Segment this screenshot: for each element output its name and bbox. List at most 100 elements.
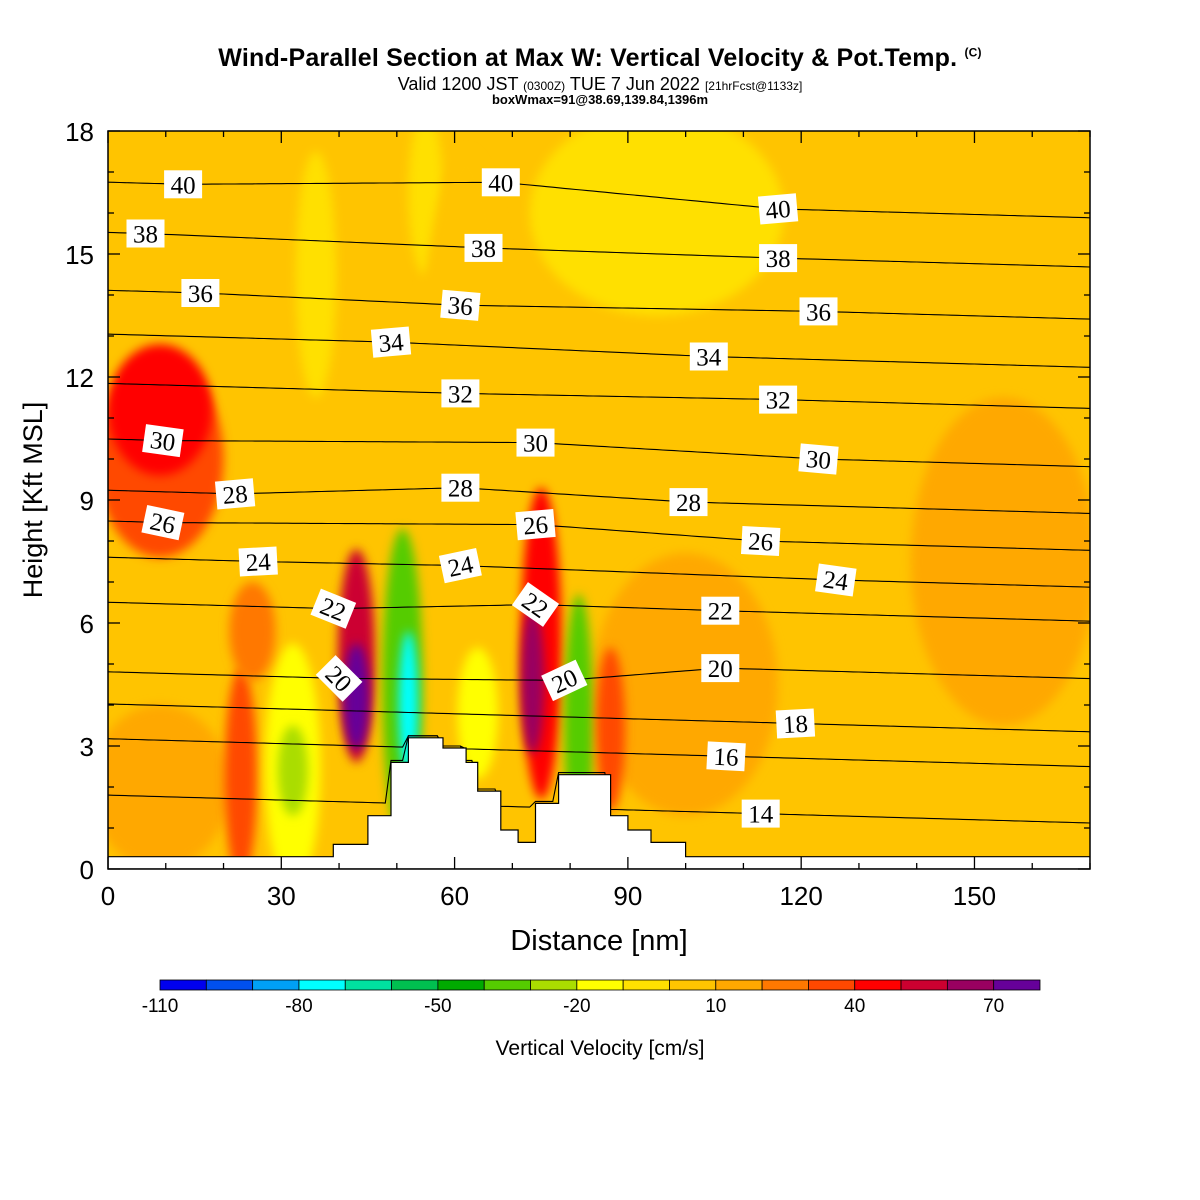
theta-label-box	[438, 547, 482, 584]
w-region	[529, 131, 784, 316]
theta-isoline	[108, 667, 1090, 681]
x-tick-label: 120	[779, 881, 822, 911]
theta-label: 36	[799, 297, 838, 326]
colorbar-swatch	[437, 979, 485, 991]
theta-label-box	[706, 741, 746, 772]
theta-label-text: 26	[522, 512, 549, 541]
theta-label-box	[740, 526, 781, 556]
theta-contour-labels: 40 40 40 38 38 38 36 36 36 34 34 32 32 30 30 30 28 28 28 26…	[126, 168, 857, 829]
theta-label-box	[441, 473, 480, 502]
theta-label-text: 14	[748, 802, 774, 829]
theta-label: 34	[689, 342, 728, 372]
x-axis-label: Distance [nm]	[510, 925, 687, 957]
theta-label-box	[757, 193, 799, 225]
theta-label-text: 38	[471, 236, 496, 263]
x-tick-label: 30	[267, 881, 296, 911]
theta-label-text: 24	[821, 566, 850, 596]
w-region	[229, 582, 276, 681]
theta-label-text: 40	[765, 196, 792, 225]
theta-label: 40	[164, 170, 203, 199]
theta-isoline	[108, 601, 1090, 622]
theta-label-box	[214, 478, 256, 510]
colorbar-swatch	[669, 979, 717, 991]
colorbar-swatch	[483, 979, 531, 991]
theta-label-box	[440, 289, 481, 321]
colorbar-tick-label: -110	[142, 996, 179, 1017]
theta-label-text: 36	[806, 299, 831, 326]
colorbar-swatch	[530, 979, 578, 991]
theta-label-text: 22	[708, 599, 733, 626]
colorbar-swatch	[576, 979, 624, 991]
colorbar-swatch	[854, 979, 902, 991]
colorbar-swatch	[252, 979, 300, 991]
theta-label: 30	[142, 424, 184, 458]
theta-label-box	[701, 654, 740, 683]
colorbar-tick-label: -50	[424, 996, 451, 1017]
theta-isoline	[108, 735, 1090, 768]
theta-label: 24	[815, 563, 857, 597]
theta-label-text: 16	[713, 744, 739, 772]
theta-label-text: 30	[523, 431, 548, 458]
theta-isoline	[108, 703, 1090, 733]
theta-label-box	[142, 424, 184, 458]
y-tick-label: 15	[65, 240, 94, 270]
theta-label-text: 30	[148, 427, 177, 457]
theta-label-box	[701, 596, 740, 625]
theta-label-text: 36	[447, 292, 474, 321]
theta-label-box	[164, 170, 203, 199]
theta-label-box	[515, 508, 556, 541]
colorbar-swatch	[205, 979, 254, 991]
theta-label-text: 38	[766, 246, 791, 273]
y-tick-label: 3	[80, 732, 94, 762]
theta-label: 38	[126, 219, 165, 249]
theta-label-text: 40	[171, 172, 196, 199]
theta-label: 24	[438, 547, 482, 584]
theta-isoline	[108, 382, 1090, 409]
theta-label-box	[799, 297, 838, 326]
theta-label: 30	[798, 443, 839, 475]
w-region	[108, 705, 230, 869]
theta-label: 38	[464, 233, 503, 263]
theta-label-box	[511, 582, 560, 627]
valid-utc: (0300Z)	[523, 79, 566, 93]
theta-label-box	[141, 504, 185, 541]
chart-subtitle: Valid 1200 JST (0300Z) TUE 7 Jun 2022 [2…	[0, 74, 1200, 95]
w-region	[457, 647, 498, 779]
theta-label-box	[689, 342, 728, 371]
theta-label-box	[759, 385, 798, 414]
theta-label-box	[370, 326, 412, 358]
theta-label: 26	[515, 508, 556, 541]
colorbar: -110 -80 -50 -20 10 40 70	[142, 979, 1041, 1017]
theta-label: 36	[440, 289, 481, 321]
x-tick-label: 60	[440, 881, 469, 911]
theta-label: 40	[481, 168, 520, 197]
colorbar-swatch	[391, 979, 439, 991]
theta-label-text: 24	[446, 551, 477, 583]
y-axis-label: Height [Kft MSL]	[18, 402, 48, 599]
box-wmax-info: boxWmax=91@38.69,139.84,1396m	[491, 92, 709, 107]
potential-temperature-contours	[108, 181, 1090, 824]
theta-label: 20	[701, 654, 740, 683]
theta-label-box	[759, 244, 798, 273]
x-tick-label: 150	[953, 881, 996, 911]
valid-date: TUE 7 Jun 2022	[569, 74, 700, 94]
theta-label-text: 36	[188, 281, 213, 308]
theta-label-box	[481, 168, 520, 197]
colorbar-tick-label: -80	[285, 996, 312, 1017]
theta-label-text: 28	[676, 490, 701, 517]
theta-label-box	[238, 546, 278, 577]
theta-label: 22	[701, 596, 740, 626]
theta-isoline	[108, 231, 1090, 268]
theta-label: 40	[757, 193, 799, 225]
theta-label-text: 32	[766, 388, 791, 415]
colorbar-swatch	[715, 979, 763, 991]
theta-label: 26	[141, 504, 185, 541]
y-tick-label: 18	[65, 117, 94, 147]
colorbar-label: Vertical Velocity [cm/s]	[495, 1037, 705, 1060]
theta-isoline	[108, 735, 1090, 824]
theta-isoline	[108, 438, 1090, 468]
colorbar-tick-label: 10	[705, 996, 726, 1017]
theta-isoline	[108, 520, 1090, 551]
